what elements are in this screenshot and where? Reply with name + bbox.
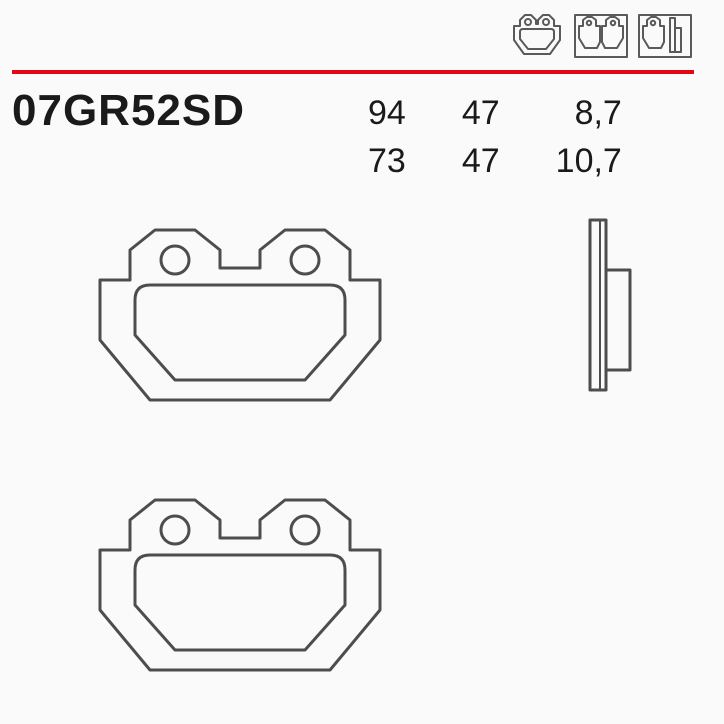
mini-pad-pair-front-icon	[572, 12, 630, 60]
dim-t1: 8,7	[528, 90, 650, 138]
dim-w1: 94	[340, 90, 434, 138]
divider-rule	[12, 70, 694, 74]
technical-drawing	[30, 200, 694, 700]
spec-sheet: 07GR52SD 94 47 8,7 73 47 10,7	[0, 0, 724, 724]
dimension-table: 94 47 8,7 73 47 10,7	[340, 90, 650, 185]
dim-row-1: 94 47 8,7	[340, 90, 650, 138]
dim-h2: 47	[434, 138, 528, 186]
dim-w2: 73	[340, 138, 434, 186]
mini-pad-pair-side-icon	[636, 12, 694, 60]
header-icon-row	[508, 12, 694, 60]
mini-pad-front-icon	[508, 12, 566, 60]
dim-row-2: 73 47 10,7	[340, 138, 650, 186]
part-code: 07GR52SD	[12, 86, 245, 136]
dim-h1: 47	[434, 90, 528, 138]
dim-t2: 10,7	[528, 138, 650, 186]
